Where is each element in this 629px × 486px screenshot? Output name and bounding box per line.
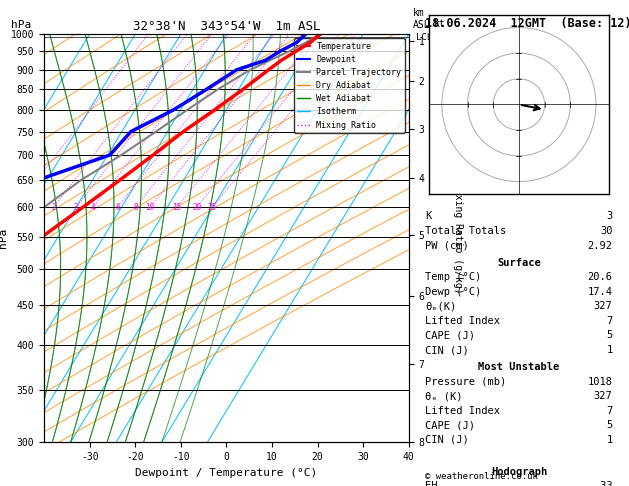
Text: 3: 3 bbox=[606, 211, 613, 222]
Legend: Temperature, Dewpoint, Parcel Trajectory, Dry Adiabat, Wet Adiabat, Isotherm, Mi: Temperature, Dewpoint, Parcel Trajectory… bbox=[294, 38, 404, 133]
Text: 5: 5 bbox=[606, 330, 613, 341]
Text: 8: 8 bbox=[133, 203, 138, 212]
Y-axis label: hPa: hPa bbox=[0, 228, 8, 248]
Text: 15: 15 bbox=[172, 203, 182, 212]
Text: Hodograph: Hodograph bbox=[491, 467, 547, 477]
Text: 1018: 1018 bbox=[587, 377, 613, 387]
Text: Most Unstable: Most Unstable bbox=[478, 362, 560, 372]
X-axis label: Dewpoint / Temperature (°C): Dewpoint / Temperature (°C) bbox=[135, 468, 318, 478]
Text: kt: kt bbox=[434, 19, 446, 30]
Text: 2.92: 2.92 bbox=[587, 241, 613, 251]
Text: PW (cm): PW (cm) bbox=[425, 241, 469, 251]
Text: θₑ(K): θₑ(K) bbox=[425, 301, 457, 312]
Text: km
ASL: km ASL bbox=[413, 8, 430, 30]
Text: © weatheronline.co.uk: © weatheronline.co.uk bbox=[425, 472, 537, 481]
Text: 30: 30 bbox=[600, 226, 613, 236]
Text: Pressure (mb): Pressure (mb) bbox=[425, 377, 506, 387]
Text: 20: 20 bbox=[192, 203, 201, 212]
Text: Totals Totals: Totals Totals bbox=[425, 226, 506, 236]
Text: 2: 2 bbox=[51, 203, 56, 212]
Text: 25: 25 bbox=[208, 203, 217, 212]
Text: LCL: LCL bbox=[416, 33, 432, 42]
Text: Mixing Ratio (g/kg): Mixing Ratio (g/kg) bbox=[453, 182, 462, 294]
Text: 327: 327 bbox=[594, 391, 613, 401]
Text: Surface: Surface bbox=[497, 258, 541, 268]
Text: 1: 1 bbox=[606, 435, 613, 445]
Text: CAPE (J): CAPE (J) bbox=[425, 330, 476, 341]
Text: 6: 6 bbox=[115, 203, 120, 212]
Text: 17.4: 17.4 bbox=[587, 287, 613, 297]
Text: 3: 3 bbox=[74, 203, 79, 212]
Text: Lifted Index: Lifted Index bbox=[425, 316, 500, 326]
Text: 10: 10 bbox=[145, 203, 155, 212]
Text: Lifted Index: Lifted Index bbox=[425, 406, 500, 416]
Text: 1: 1 bbox=[606, 345, 613, 355]
Text: 327: 327 bbox=[594, 301, 613, 312]
Text: 5: 5 bbox=[606, 420, 613, 431]
Text: 7: 7 bbox=[606, 406, 613, 416]
Text: CIN (J): CIN (J) bbox=[425, 345, 469, 355]
Text: hPa: hPa bbox=[11, 20, 31, 30]
Title: 32°38'N  343°54'W  1m ASL: 32°38'N 343°54'W 1m ASL bbox=[133, 20, 320, 33]
Text: K: K bbox=[425, 211, 431, 222]
Text: 18.06.2024  12GMT  (Base: 12): 18.06.2024 12GMT (Base: 12) bbox=[425, 17, 629, 30]
Text: -33: -33 bbox=[594, 481, 613, 486]
Text: 4: 4 bbox=[91, 203, 96, 212]
Text: CAPE (J): CAPE (J) bbox=[425, 420, 476, 431]
Text: Temp (°C): Temp (°C) bbox=[425, 272, 482, 282]
Text: EH: EH bbox=[425, 481, 438, 486]
Text: θₑ (K): θₑ (K) bbox=[425, 391, 463, 401]
Text: Dewp (°C): Dewp (°C) bbox=[425, 287, 482, 297]
Text: 7: 7 bbox=[606, 316, 613, 326]
Text: CIN (J): CIN (J) bbox=[425, 435, 469, 445]
Text: 20.6: 20.6 bbox=[587, 272, 613, 282]
